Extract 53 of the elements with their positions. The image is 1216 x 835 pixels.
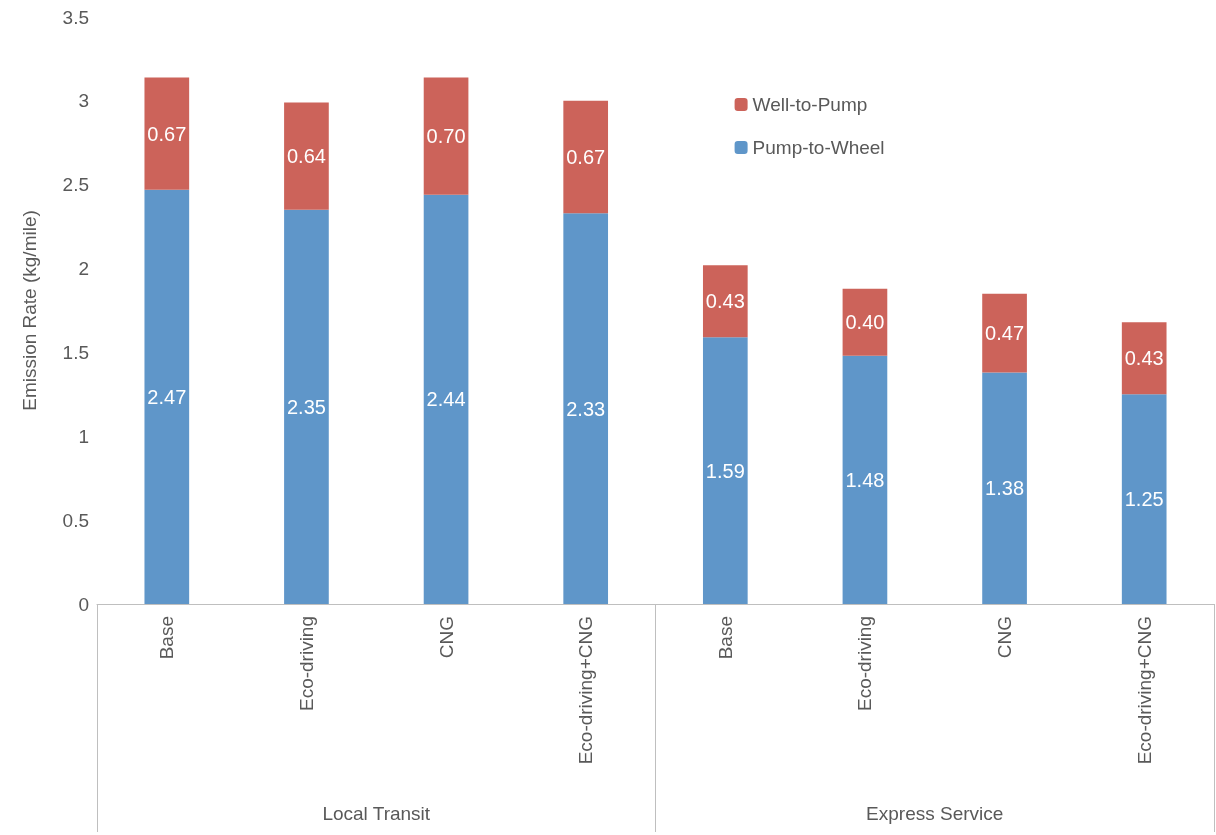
y-tick-label: 3 [78, 90, 89, 112]
legend-label: Well-to-Pump [752, 94, 868, 115]
y-tick-label: 2 [78, 258, 89, 280]
bar [563, 100, 609, 214]
bar [702, 337, 748, 604]
text: Express Service [866, 803, 1004, 824]
bar [842, 355, 888, 604]
data-label: 0.47 [985, 322, 1025, 345]
y-tick-label: 0.5 [62, 509, 89, 531]
data-label: 2.33 [566, 397, 606, 420]
x-tick-label: Base [714, 616, 736, 660]
data-label: 2.35 [286, 395, 326, 418]
y-tick-label: 3.5 [62, 6, 89, 28]
text: Local Transit [322, 803, 431, 824]
y-tick-label: 1.5 [62, 341, 89, 363]
bar [144, 77, 190, 190]
legend-label: Pump-to-Wheel [752, 137, 885, 158]
y-tick-label: 2.5 [62, 174, 89, 196]
bar [284, 209, 329, 604]
y-tick-label: 0 [78, 593, 89, 615]
data-label: 1.38 [985, 477, 1025, 500]
y-tick-label: 1 [78, 425, 89, 447]
data-label: 1.48 [845, 468, 885, 491]
data-label: 1.25 [1124, 488, 1164, 511]
bar [982, 372, 1027, 604]
data-label: 0.40 [845, 311, 885, 334]
data-label: 0.43 [705, 290, 745, 313]
data-label: 0.43 [1124, 347, 1164, 370]
x-tick-label: Eco-driving [854, 616, 876, 712]
x-tick-label: CNG [994, 616, 1016, 659]
x-tick-label: Eco-driving [295, 616, 317, 712]
bar [423, 194, 469, 604]
bar [284, 102, 329, 210]
data-label: 0.70 [426, 125, 466, 148]
bar [563, 213, 609, 604]
data-label: 0.64 [286, 145, 326, 168]
bar [1121, 394, 1167, 604]
bar [423, 77, 469, 195]
x-tick-label: Eco-driving+CNG [1133, 616, 1155, 765]
data-label: 1.59 [705, 459, 745, 482]
data-label: 0.67 [566, 146, 606, 169]
bar [144, 189, 190, 604]
data-label: 2.47 [147, 385, 187, 408]
bar [982, 293, 1027, 373]
y-axis-title: Emission Rate (kg/mile) [19, 210, 40, 411]
bar [842, 288, 888, 356]
bar [702, 265, 748, 338]
x-tick-label: Eco-driving+CNG [575, 616, 597, 765]
data-label: 2.44 [426, 388, 466, 411]
bar [1121, 322, 1167, 395]
x-tick-label: Base [156, 616, 178, 660]
x-tick-label: CNG [435, 616, 457, 659]
data-label: 0.67 [147, 122, 187, 145]
